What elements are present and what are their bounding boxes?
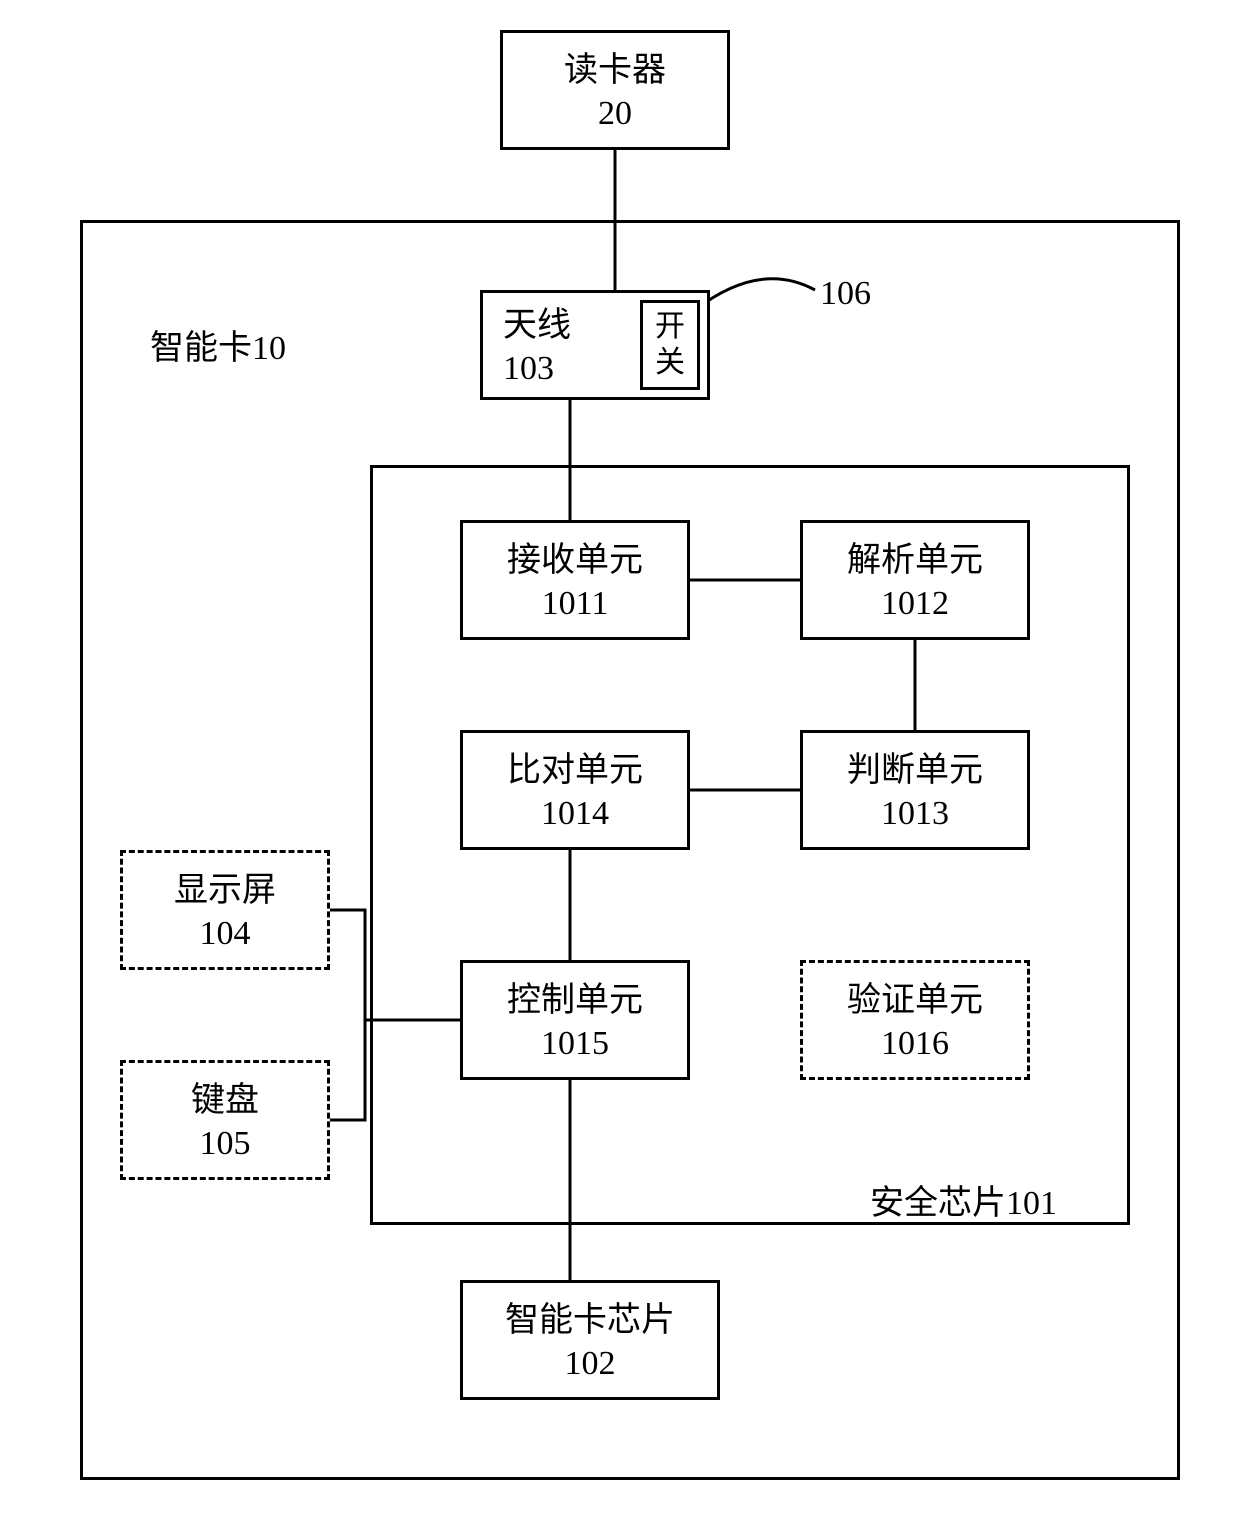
judge-unit: 判断单元 1013 [800, 730, 1030, 850]
sc-chip-box: 智能卡芯片 102 [460, 1280, 720, 1400]
parse-num: 1012 [881, 585, 949, 623]
switch-l1: 开 [655, 310, 685, 343]
compare-label: 比对单元 [507, 747, 643, 795]
smartcard-label: 智能卡10 [150, 320, 286, 369]
reader-label: 读卡器 [564, 47, 666, 95]
security-chip-label: 安全芯片101 [870, 1175, 1057, 1224]
switch-l2: 关 [655, 346, 685, 379]
compare-unit: 比对单元 1014 [460, 730, 690, 850]
reader-num: 20 [598, 95, 632, 133]
verify-label: 验证单元 [847, 977, 983, 1025]
verify-unit: 验证单元 1016 [800, 960, 1030, 1080]
compare-num: 1014 [541, 795, 609, 833]
switch-box: 开 关 [640, 300, 700, 390]
recv-num: 1011 [542, 585, 609, 623]
parse-unit: 解析单元 1012 [800, 520, 1030, 640]
verify-num: 1016 [881, 1025, 949, 1063]
reader-box: 读卡器 20 [500, 30, 730, 150]
keyboard-box: 键盘 105 [120, 1060, 330, 1180]
keyboard-num: 105 [200, 1125, 251, 1163]
sc-chip-num: 102 [565, 1345, 616, 1383]
control-unit: 控制单元 1015 [460, 960, 690, 1080]
display-label: 显示屏 [174, 867, 276, 915]
judge-num: 1013 [881, 795, 949, 833]
recv-label: 接收单元 [507, 537, 643, 585]
control-label: 控制单元 [507, 977, 643, 1025]
judge-label: 判断单元 [847, 747, 983, 795]
display-num: 104 [200, 915, 251, 953]
recv-unit: 接收单元 1011 [460, 520, 690, 640]
antenna-label: 天线 [503, 302, 571, 350]
switch-tag: 106 [820, 275, 871, 313]
sc-chip-label: 智能卡芯片 [505, 1297, 675, 1345]
display-box: 显示屏 104 [120, 850, 330, 970]
antenna-num: 103 [503, 350, 554, 388]
keyboard-label: 键盘 [191, 1077, 259, 1125]
parse-label: 解析单元 [847, 537, 983, 585]
control-num: 1015 [541, 1025, 609, 1063]
